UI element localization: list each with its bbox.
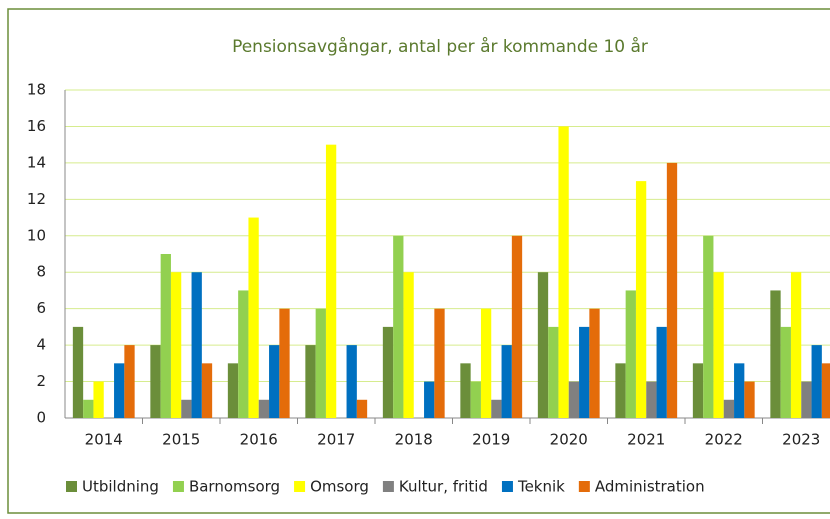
- bar: [424, 381, 435, 418]
- bar: [734, 363, 745, 418]
- x-tick-label: 2021: [627, 431, 665, 449]
- x-tick-label: 2015: [162, 431, 200, 449]
- x-tick-label: 2020: [550, 431, 588, 449]
- bar: [269, 345, 280, 418]
- bar: [93, 381, 104, 418]
- y-tick-label: 6: [36, 299, 46, 317]
- bar: [305, 345, 316, 418]
- legend-swatch: [66, 481, 77, 492]
- bar: [315, 308, 326, 418]
- bar: [279, 308, 290, 418]
- bar: [170, 272, 182, 418]
- bar: [403, 272, 414, 418]
- y-tick-label: 0: [36, 409, 46, 427]
- bar: [811, 345, 822, 418]
- bar: [615, 363, 626, 418]
- bar: [114, 363, 125, 418]
- legend-label: Omsorg: [310, 478, 369, 496]
- bar: [191, 272, 202, 418]
- bar: [434, 308, 445, 418]
- legend-label: Utbildning: [82, 478, 159, 496]
- bar: [201, 363, 213, 418]
- y-tick-label: 10: [27, 226, 46, 244]
- y-tick-label: 8: [36, 263, 46, 281]
- legend-swatch: [382, 481, 394, 492]
- bar: [356, 399, 368, 418]
- bar: [181, 399, 192, 418]
- x-tick-label: 2022: [705, 431, 743, 449]
- bar: [393, 235, 404, 418]
- bar: [382, 326, 394, 418]
- bar: [703, 235, 714, 418]
- bar: [548, 326, 559, 418]
- bar: [227, 363, 239, 418]
- bar: [589, 308, 600, 418]
- legend-swatch: [294, 481, 306, 492]
- bar: [124, 345, 135, 418]
- x-tick-label: 2018: [395, 431, 433, 449]
- bar: [666, 162, 678, 418]
- legend-label: Administration: [595, 478, 705, 496]
- bar: [713, 272, 724, 418]
- bar: [625, 290, 636, 418]
- bar: [635, 181, 647, 418]
- bar: [646, 381, 657, 418]
- legend-swatch: [172, 481, 184, 492]
- bar: [744, 381, 755, 418]
- bar: [790, 272, 802, 418]
- bar: [723, 399, 735, 418]
- y-tick-label: 12: [27, 190, 46, 208]
- legend-swatch: [501, 481, 513, 492]
- bar: [511, 235, 523, 418]
- bar: [470, 381, 481, 418]
- y-tick-label: 2: [36, 372, 46, 390]
- bar: [72, 326, 84, 418]
- bar: [325, 144, 337, 418]
- x-tick-label: 2023: [782, 431, 820, 449]
- bar: [579, 326, 590, 418]
- bar: [346, 345, 357, 418]
- chart-title: Pensionsavgångar, antal per år kommande …: [232, 36, 648, 57]
- bar: [238, 290, 249, 418]
- frame: [7, 8, 830, 514]
- bar: [258, 399, 270, 418]
- bar: [780, 326, 791, 418]
- bar: [480, 308, 492, 418]
- bar: [150, 345, 161, 418]
- x-tick-label: 2019: [472, 431, 510, 449]
- legend-swatch: [578, 481, 590, 492]
- y-tick-label: 4: [36, 336, 46, 354]
- bar: [801, 381, 812, 418]
- x-tick-label: 2017: [317, 431, 355, 449]
- legend-label: Barnomsorg: [189, 478, 280, 496]
- bar: [656, 326, 667, 418]
- y-tick-label: 16: [27, 117, 46, 135]
- y-tick-label: 18: [27, 81, 46, 99]
- bar: [568, 381, 580, 418]
- bar: [537, 272, 549, 418]
- y-tick-label: 14: [27, 153, 46, 171]
- bar: [160, 254, 171, 418]
- legend-label: Kultur, fritid: [399, 478, 488, 496]
- bar: [460, 363, 471, 418]
- bar: [558, 126, 569, 418]
- bar: [248, 217, 259, 418]
- bar: [501, 345, 512, 418]
- bar: [692, 363, 704, 418]
- bar: [491, 399, 502, 418]
- bar: [83, 399, 94, 418]
- bar: [770, 290, 781, 418]
- legend-label: Teknik: [517, 478, 565, 496]
- bar: [821, 363, 830, 418]
- x-tick-label: 2014: [85, 431, 123, 449]
- x-tick-label: 2016: [240, 431, 278, 449]
